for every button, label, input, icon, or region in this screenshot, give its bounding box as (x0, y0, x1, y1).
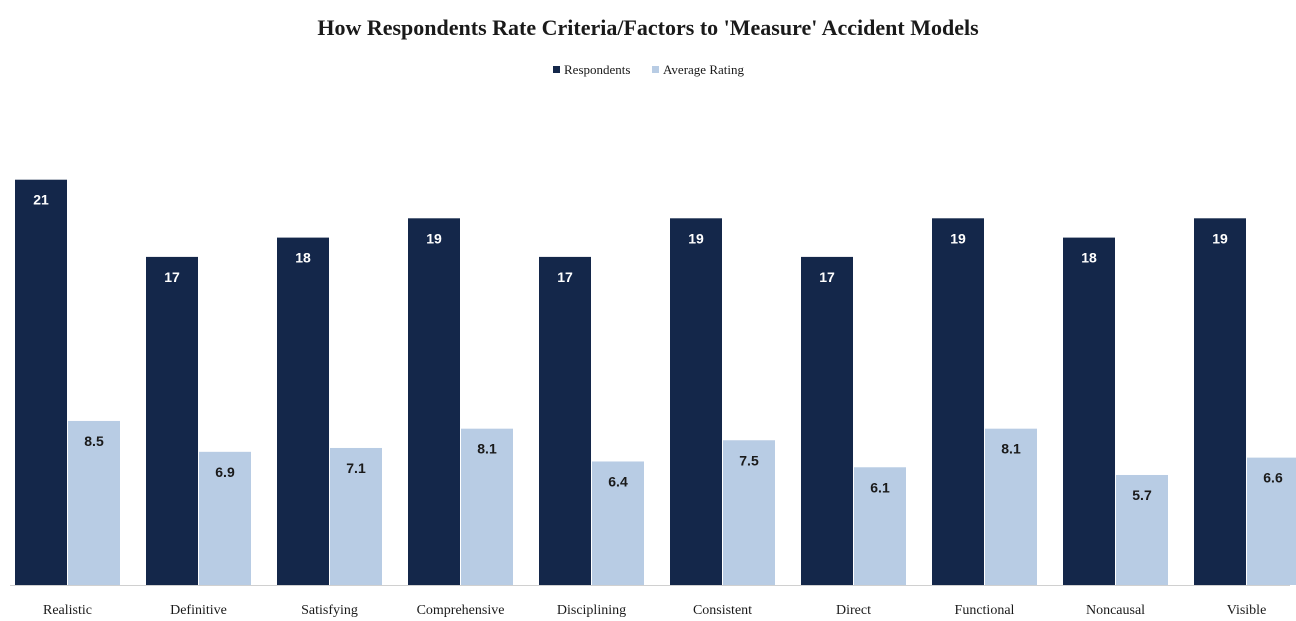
data-label-average-rating-comprehensive: 8.1 (477, 441, 497, 457)
x-tick-label-satisfying: Satisfying (301, 603, 358, 618)
x-tick-label-consistent: Consistent (693, 603, 752, 618)
bar-average-rating-realistic (68, 420, 120, 585)
x-tick-label-realistic: Realistic (43, 603, 92, 618)
data-label-average-rating-realistic: 8.5 (84, 433, 104, 449)
x-tick-label-noncausal: Noncausal (1086, 603, 1145, 618)
bar-respondents-direct (801, 256, 853, 585)
legend-label-respondents: Respondents (564, 62, 630, 77)
bar-average-rating-definitive (199, 451, 251, 585)
bar-respondents-consistent (670, 218, 722, 586)
data-label-respondents-realistic: 21 (33, 192, 49, 208)
x-axis-labels: Realistic Definitive Satisfying Comprehensi… (43, 603, 1266, 618)
data-label-respondents-functional: 19 (950, 230, 966, 246)
bar-respondents-noncausal (1063, 237, 1115, 585)
data-label-average-rating-satisfying: 7.1 (346, 460, 366, 476)
bar-average-rating-functional (985, 428, 1037, 585)
data-label-average-rating-definitive: 6.9 (215, 464, 235, 480)
x-tick-label-functional: Functional (955, 603, 1015, 618)
data-label-average-rating-direct: 6.1 (870, 479, 890, 495)
legend-label-average-rating: Average Rating (663, 62, 744, 77)
x-tick-label-visible: Visible (1227, 603, 1267, 618)
chart-title: How Respondents Rate Criteria/Factors to… (317, 15, 979, 40)
bar-average-rating-comprehensive (461, 428, 513, 585)
bar-respondents-visible (1194, 218, 1246, 586)
data-label-respondents-satisfying: 18 (295, 250, 311, 266)
data-label-respondents-noncausal: 18 (1081, 250, 1097, 266)
data-label-average-rating-functional: 8.1 (1001, 441, 1021, 457)
data-label-respondents-direct: 17 (819, 269, 835, 285)
bar-respondents-definitive (146, 256, 198, 585)
legend-swatch-respondents (553, 66, 560, 73)
data-label-average-rating-disciplining: 6.4 (608, 473, 628, 489)
x-tick-label-disciplining: Disciplining (557, 603, 626, 618)
bar-average-rating-disciplining (592, 461, 644, 585)
data-label-respondents-disciplining: 17 (557, 269, 573, 285)
bar-respondents-functional (932, 218, 984, 586)
bar-respondents-comprehensive (408, 218, 460, 586)
bar-average-rating-visible (1247, 457, 1296, 585)
bar-respondents-disciplining (539, 256, 591, 585)
data-label-respondents-consistent: 19 (688, 230, 704, 246)
plot-area: 21 8.5 17 6.9 18 7.1 19 8.1 17 6.4 19 7.5 17 6.1 19 8.1… (15, 179, 1296, 586)
x-tick-label-definitive: Definitive (170, 603, 227, 618)
data-label-respondents-definitive: 17 (164, 269, 180, 285)
bar-average-rating-noncausal (1116, 474, 1168, 585)
bar-respondents-satisfying (277, 237, 329, 585)
data-label-average-rating-noncausal: 5.7 (1132, 487, 1152, 503)
legend: Respondents Average Rating (553, 62, 744, 77)
data-label-average-rating-visible: 6.6 (1263, 470, 1283, 486)
x-tick-label-comprehensive: Comprehensive (417, 603, 505, 618)
data-label-respondents-comprehensive: 19 (426, 230, 442, 246)
bar-average-rating-direct (854, 467, 906, 585)
bar-average-rating-consistent (723, 440, 775, 585)
x-tick-label-direct: Direct (836, 603, 871, 618)
bar-average-rating-satisfying (330, 447, 382, 585)
bar-respondents-realistic (15, 179, 67, 585)
legend-swatch-average-rating (652, 66, 659, 73)
data-label-respondents-visible: 19 (1212, 230, 1228, 246)
data-label-average-rating-consistent: 7.5 (739, 452, 759, 468)
